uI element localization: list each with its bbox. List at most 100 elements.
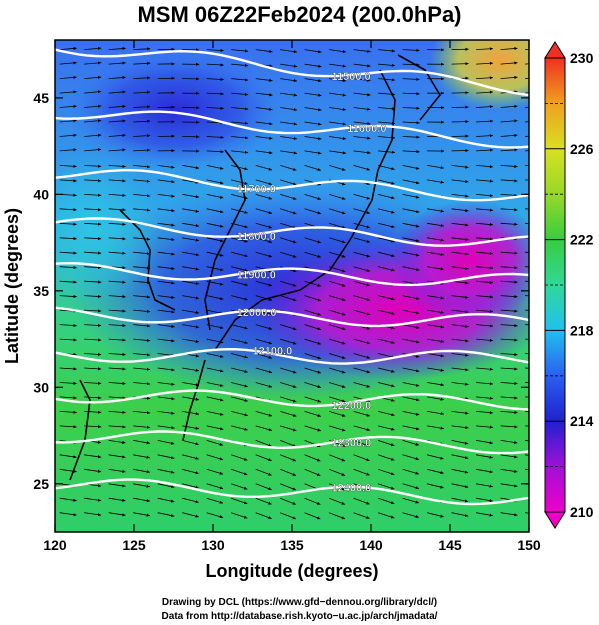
- wind-arrow: [476, 179, 494, 183]
- wind-arrow: [525, 48, 529, 50]
- wind-arrow: [304, 353, 322, 360]
- wind-arrow: [133, 61, 151, 65]
- wind-arrow: [59, 381, 77, 385]
- wind-arrow: [84, 133, 102, 137]
- wind-arrow: [451, 266, 469, 270]
- wind-arrow: [84, 193, 102, 197]
- wind-arrow: [328, 411, 346, 417]
- wind-arrow: [280, 367, 297, 374]
- wind-arrow: [476, 251, 494, 256]
- wind-arrow: [157, 411, 175, 415]
- wind-arrow: [133, 90, 151, 94]
- wind-arrow: [59, 425, 77, 429]
- wind-arrow: [108, 179, 126, 183]
- wind-arrow: [451, 251, 469, 256]
- wind-arrow: [402, 411, 420, 416]
- wind-arrow: [353, 194, 371, 200]
- wind-arrow: [59, 119, 77, 123]
- y-tick-label: 45: [33, 90, 49, 106]
- wind-arrow: [353, 49, 371, 53]
- wind-arrow: [378, 266, 395, 272]
- wind-arrow: [402, 338, 420, 344]
- contour-line: [55, 347, 529, 365]
- wind-arrow: [328, 497, 346, 505]
- wind-arrow: [427, 179, 444, 184]
- wind-arrow: [476, 440, 493, 445]
- wind-arrow: [182, 208, 200, 213]
- wind-arrow: [255, 454, 272, 462]
- wind-arrow: [378, 295, 395, 301]
- wind-arrow: [280, 382, 297, 389]
- wind-arrow: [304, 63, 322, 68]
- y-axis-ticks: 25 30 35 40 45: [33, 90, 529, 492]
- wind-arrow: [328, 251, 346, 258]
- wind-arrow: [157, 440, 175, 445]
- contour-line: [55, 48, 529, 97]
- wind-arrow: [182, 179, 200, 184]
- wind-arrow: [182, 222, 200, 228]
- wind-arrow: [402, 165, 420, 170]
- wind-arrow: [157, 425, 175, 430]
- wind-arrow: [402, 251, 420, 257]
- contour-line: [55, 217, 529, 247]
- wind-arrow: [108, 352, 126, 357]
- wind-arrow: [304, 411, 322, 417]
- wind-arrow: [157, 179, 175, 184]
- wind-arrow: [378, 425, 395, 431]
- wind-arrow: [59, 61, 77, 65]
- wind-arrow: [329, 49, 347, 54]
- wind-arrow: [84, 497, 102, 502]
- wind-arrow: [402, 179, 420, 185]
- wind-arrow: [84, 265, 102, 270]
- wind-arrow: [84, 280, 102, 284]
- wind-arrow: [500, 46, 518, 51]
- wind-arrow: [182, 194, 200, 199]
- wind-arrow: [500, 381, 518, 385]
- wind-arrow: [182, 411, 200, 416]
- wind-arrow: [500, 193, 518, 197]
- wind-arrow: [451, 512, 469, 518]
- wind-arrow: [255, 78, 273, 82]
- wind-arrow: [427, 396, 444, 401]
- wind-arrow: [402, 440, 420, 446]
- contour-label: 12000.0: [237, 307, 277, 319]
- wind-arrow: [206, 165, 224, 170]
- wind-arrow: [206, 150, 224, 154]
- wind-arrow: [84, 46, 102, 50]
- contour-line: [55, 261, 529, 287]
- wind-arrow: [353, 382, 371, 388]
- wind-arrow: [402, 483, 420, 490]
- wind-arrow: [59, 148, 77, 152]
- wind-arrow: [353, 440, 370, 447]
- wind-arrow: [525, 295, 529, 297]
- wind-arrow: [304, 454, 321, 462]
- wind-arrow: [451, 194, 469, 198]
- wind-arrow: [133, 251, 151, 256]
- wind-arrow: [353, 237, 371, 243]
- wind-arrow: [108, 133, 126, 137]
- wind-arrow: [206, 454, 224, 461]
- wind-arrow: [157, 367, 175, 372]
- wind-arrow: [182, 497, 199, 504]
- wind-arrow: [157, 512, 175, 518]
- wind-arrow: [108, 512, 126, 517]
- x-tick-label: 140: [359, 537, 383, 553]
- wind-arrow: [427, 165, 444, 170]
- wind-arrow: [525, 92, 529, 94]
- wind-arrow: [84, 309, 102, 313]
- contour-label: 11800.0: [237, 231, 276, 243]
- wind-arrow: [378, 63, 396, 67]
- wind-arrow: [231, 266, 248, 272]
- wind-arrow: [231, 425, 248, 431]
- wind-arrow: [108, 237, 126, 241]
- y-tick-label: 25: [33, 476, 49, 492]
- wind-arrow: [328, 194, 346, 200]
- wind-arrow: [255, 324, 273, 330]
- wind-arrow: [59, 265, 77, 270]
- wind-arrow: [231, 295, 248, 301]
- wind-arrow: [378, 382, 395, 388]
- colorbar-tick-label: 230: [570, 50, 594, 66]
- wind-arrow: [525, 251, 529, 253]
- wind-arrow: [304, 49, 322, 54]
- wind-arrow: [133, 179, 151, 183]
